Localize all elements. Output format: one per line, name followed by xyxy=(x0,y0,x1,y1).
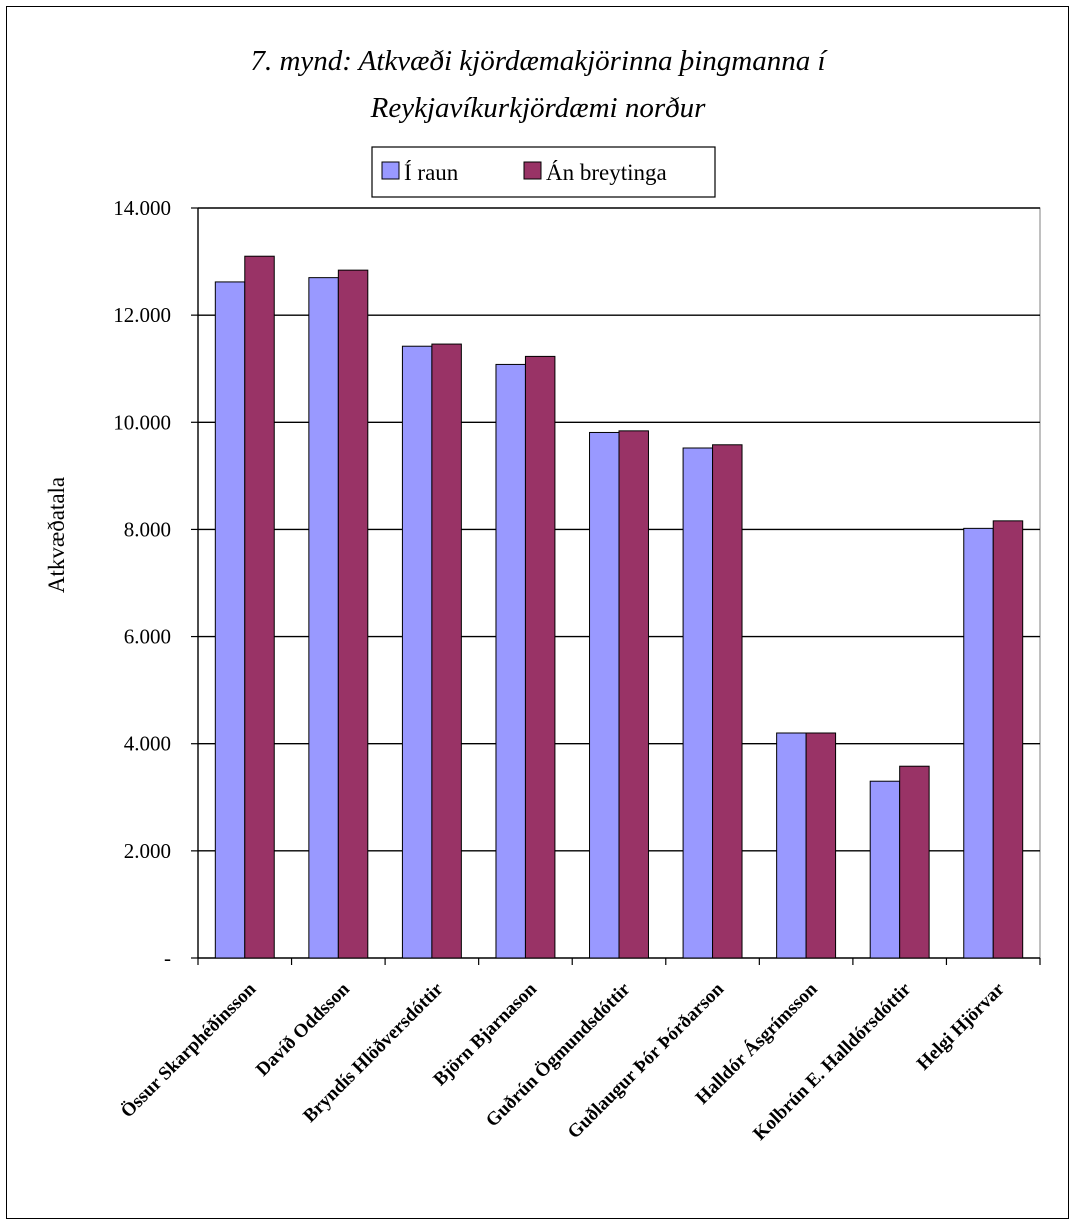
legend-box xyxy=(371,146,716,198)
y-tick-label: 6.000 xyxy=(124,625,171,649)
y-tick-label: - xyxy=(164,946,171,970)
bar-an-breytinga xyxy=(524,355,556,959)
bar-i-raun xyxy=(869,780,901,959)
x-category-label: Davíð Oddsson xyxy=(252,978,354,1080)
legend-swatch-an-breytinga xyxy=(523,161,542,180)
y-tick-label: 12.000 xyxy=(113,303,171,327)
bar-i-raun xyxy=(308,277,339,959)
bar-i-raun xyxy=(401,345,433,959)
x-category-label: Össur Skarphéðinsson xyxy=(117,978,261,1122)
legend-label-i-raun: Í raun xyxy=(404,160,459,185)
plot-area: - 2.000 4.000 6.000 8.000 10.000 12.000 14.000 Ö… xyxy=(113,196,1041,1145)
y-tick-label: 10.000 xyxy=(113,410,171,434)
y-tick-label: 8.000 xyxy=(124,517,171,541)
chart-title: 7. mynd: Atkvæði kjördæmakjörinna þingma… xyxy=(250,45,828,124)
bar-an-breytinga xyxy=(899,765,930,959)
bar-an-breytinga xyxy=(244,255,275,959)
bar-an-breytinga xyxy=(805,732,837,959)
legend-label-an-breytinga: Án breytinga xyxy=(546,160,667,185)
bar-i-raun xyxy=(589,431,620,959)
x-category-label: Helgi Hjörvar xyxy=(913,978,1009,1074)
y-axis-title: Atkvæðatala xyxy=(44,477,69,593)
x-category-label: Guðlaugur Þór Þórðarson xyxy=(564,978,729,1143)
bar-i-raun xyxy=(495,363,526,959)
chart-title-line-1: 7. mynd: Atkvæði kjördæmakjörinna þingma… xyxy=(250,45,828,77)
bar-i-raun xyxy=(682,447,714,959)
x-category-label: Kolbrún E. Halldórsdóttir xyxy=(749,978,915,1144)
bar-i-raun xyxy=(776,732,807,959)
y-tick-label: 2.000 xyxy=(124,839,171,863)
y-tick-label: 4.000 xyxy=(124,732,171,756)
chart-title-line-2: Reykjavíkurkjördæmi norður xyxy=(370,92,706,124)
legend: Í raun Án breytinga xyxy=(371,146,716,198)
bar-i-raun xyxy=(214,281,246,959)
bar-an-breytinga xyxy=(712,444,743,959)
bar-i-raun xyxy=(963,527,994,959)
legend-swatch-i-raun xyxy=(381,161,400,180)
bar-an-breytinga xyxy=(618,430,649,959)
bar-an-breytinga xyxy=(992,520,1024,959)
bar-an-breytinga xyxy=(431,343,462,959)
bar-an-breytinga xyxy=(337,269,369,959)
y-tick-label: 14.000 xyxy=(113,196,171,220)
